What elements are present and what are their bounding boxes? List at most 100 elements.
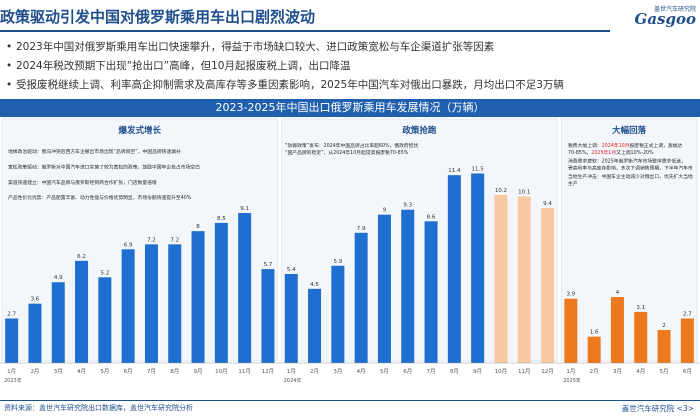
- bar: [308, 288, 322, 363]
- section-panel: [560, 118, 698, 362]
- note-line: 当地生产冲击：中国车企主动减少对俄出口，优先扩大当地: [568, 173, 693, 180]
- section-note: 当地生产冲击：中国车企主动减少对俄出口，优先扩大当地生产: [568, 173, 693, 187]
- bar-value-label: 3.9: [566, 292, 575, 298]
- note-line: “防御政策”发布：2024年中国品牌占比率超60%，俄政府担忧: [285, 142, 419, 149]
- bar: [75, 260, 89, 363]
- x-tick-label: 8月: [450, 368, 459, 375]
- section-title: 爆发式增长: [119, 125, 162, 136]
- bar: [634, 311, 648, 363]
- bar: [98, 277, 112, 363]
- x-tick-label: 3月: [613, 368, 622, 375]
- export-bar-chart: 爆发式增长 政策抢跑 大幅回落 2.7 1月 3.6 2月 4.9 3月 6.2 4月 5.2 5月 6.…: [0, 118, 700, 384]
- note-line: 产品性价比优势：产品配置丰富、动力性能与价格优势明显，市场份额快速提升至40%: [8, 194, 192, 201]
- bar-value-label: 5.2: [100, 270, 109, 276]
- bar-value-label: 7.2: [170, 237, 179, 243]
- bar: [377, 214, 391, 363]
- bar: [284, 274, 298, 363]
- bar-value-label: 8.5: [217, 216, 226, 222]
- x-tick-label: 2月: [590, 368, 599, 375]
- note-line: 消费需求疲软：2025年俄罗斯汽车市场整体需求低迷，: [568, 157, 686, 164]
- bar: [331, 265, 345, 363]
- bar: [214, 222, 228, 363]
- bar-value-label: 5.7: [264, 262, 273, 268]
- x-tick-label: 2月: [310, 368, 319, 375]
- x-tick-label: 3月: [333, 368, 342, 375]
- bar: [121, 249, 135, 363]
- bar-value-label: 10.1: [518, 190, 530, 196]
- source-note: 资料来源：盖世汽车研究院出口数据库，盖世汽车研究院分析: [4, 404, 193, 412]
- bar-value-label: 3.6: [31, 297, 40, 303]
- bar: [238, 213, 252, 363]
- x-tick-label: 4月: [357, 368, 366, 375]
- x-tick-label: 10月: [215, 368, 228, 375]
- section-note: 渠道快速建立：中国汽车品牌与俄罗斯经销商合作扩张，门店数量倍增: [8, 179, 157, 186]
- bar: [191, 231, 205, 363]
- bar-value-label: 5.4: [287, 267, 296, 273]
- gasgoo-logo: 盖世汽车研究院 Gasgoo: [612, 4, 696, 30]
- bar-value-label: 9.3: [403, 203, 412, 209]
- bar: [587, 336, 601, 363]
- x-tick-label: 6月: [403, 368, 412, 375]
- footer-org: 盖世汽车研究院 <3>: [622, 403, 694, 414]
- section-note: 地缘政治驱动：俄乌冲突后西方车企撤出市场出现“品牌真空”，中国品牌快速填补: [8, 148, 181, 155]
- x-tick-label: 3月: [54, 368, 63, 375]
- x-tick-label: 10月: [495, 368, 508, 375]
- bar-value-label: 6.2: [77, 254, 86, 260]
- bar: [144, 244, 158, 363]
- note-line: 宽松政策驱动：俄罗斯对中国汽车进口实施了较为宽松的政策，鼓励中国车企抢占市场空白: [8, 163, 200, 170]
- bar-value-label: 8: [196, 224, 200, 230]
- bullet-item: 受报废税继续上调、利率高企抑制需求及高库存等多重因素影响，2025年中国汽车对俄…: [6, 76, 564, 95]
- section-note: 产品性价比优势：产品配置丰富、动力性能与价格优势明显，市场份额快速提升至40%: [8, 194, 192, 201]
- bar: [471, 173, 485, 363]
- bar-value-label: 11.5: [472, 166, 485, 172]
- note-highlight: 2025年1月: [591, 149, 616, 156]
- x-tick-label: 5月: [380, 368, 389, 375]
- bar-value-label: 10.2: [495, 188, 507, 194]
- bar-value-label: 9.4: [543, 201, 552, 207]
- bar-value-label: 8.6: [427, 214, 436, 220]
- bar: [564, 298, 578, 363]
- bar-value-label: 11.4: [448, 168, 461, 174]
- footer-org-name: 盖世汽车研究院: [621, 404, 675, 413]
- x-tick-label: 4月: [636, 368, 645, 375]
- x-tick-label: 9月: [194, 368, 203, 375]
- note-line: 地缘政治驱动：俄乌冲突后西方车企撤出市场出现“品牌真空”，中国品牌快速填补: [8, 148, 181, 155]
- bar: [401, 209, 415, 363]
- section-title: 大幅回落: [612, 125, 647, 136]
- bar-value-label: 4: [616, 290, 620, 296]
- page-number: <3>: [676, 404, 694, 413]
- section-title: 政策抢跑: [402, 125, 437, 136]
- logo-subtitle: 盖世汽车研究院: [653, 6, 696, 13]
- bar-value-label: 7.9: [357, 226, 366, 232]
- bar: [494, 194, 508, 363]
- note-text: 70-85%，: [568, 150, 591, 156]
- bar: [424, 221, 438, 363]
- note-line: “国产品牌的稳定”，从2024年10月起提高报废税70-85%: [285, 149, 409, 156]
- bar-value-label: 5.9: [333, 259, 342, 265]
- bar: [51, 282, 65, 363]
- note-text: 报废税正式上调，涨幅达: [630, 142, 683, 149]
- note-text: 又上调10%-20%: [616, 149, 654, 156]
- x-tick-label: 6月: [124, 368, 133, 375]
- note-line: 生产: [568, 180, 578, 187]
- x-tick-label: 2月: [30, 368, 39, 375]
- section-note: 税费大幅上调：2024年10月报废税正式上调，涨幅达 70-85%，2025年1月…: [568, 142, 682, 156]
- chart-banner: 2023-2025年中国出口俄罗斯乘用车发展情况（万辆）: [0, 99, 700, 117]
- x-tick-label: 1月: [566, 368, 575, 375]
- title-underline: [0, 30, 610, 32]
- bar: [680, 318, 694, 363]
- bar-value-label: 6.9: [124, 242, 133, 248]
- bullet-item: 2024年税改预期下出现“抢出口”高峰，但10月起报废税上调，出口降温: [6, 57, 564, 76]
- bar: [261, 269, 275, 363]
- bar-value-label: 2: [662, 323, 666, 329]
- note-text: 税费大幅上调：: [568, 142, 602, 149]
- bar-value-label: 4.9: [54, 275, 63, 281]
- note-highlight: 2024年10月: [602, 142, 630, 149]
- x-tick-label: 7月: [147, 368, 156, 375]
- logo-wordmark: Gasgoo: [634, 10, 696, 28]
- note-line: 税费大幅上调：2024年10月报废税正式上调，涨幅达: [568, 142, 682, 149]
- note-line: 渠道快速建立：中国汽车品牌与俄罗斯经销商合作扩张，门店数量倍增: [8, 179, 157, 186]
- x-tick-label: 8月: [170, 368, 179, 375]
- bar: [168, 244, 182, 363]
- x-tick-label: 6月: [683, 368, 692, 375]
